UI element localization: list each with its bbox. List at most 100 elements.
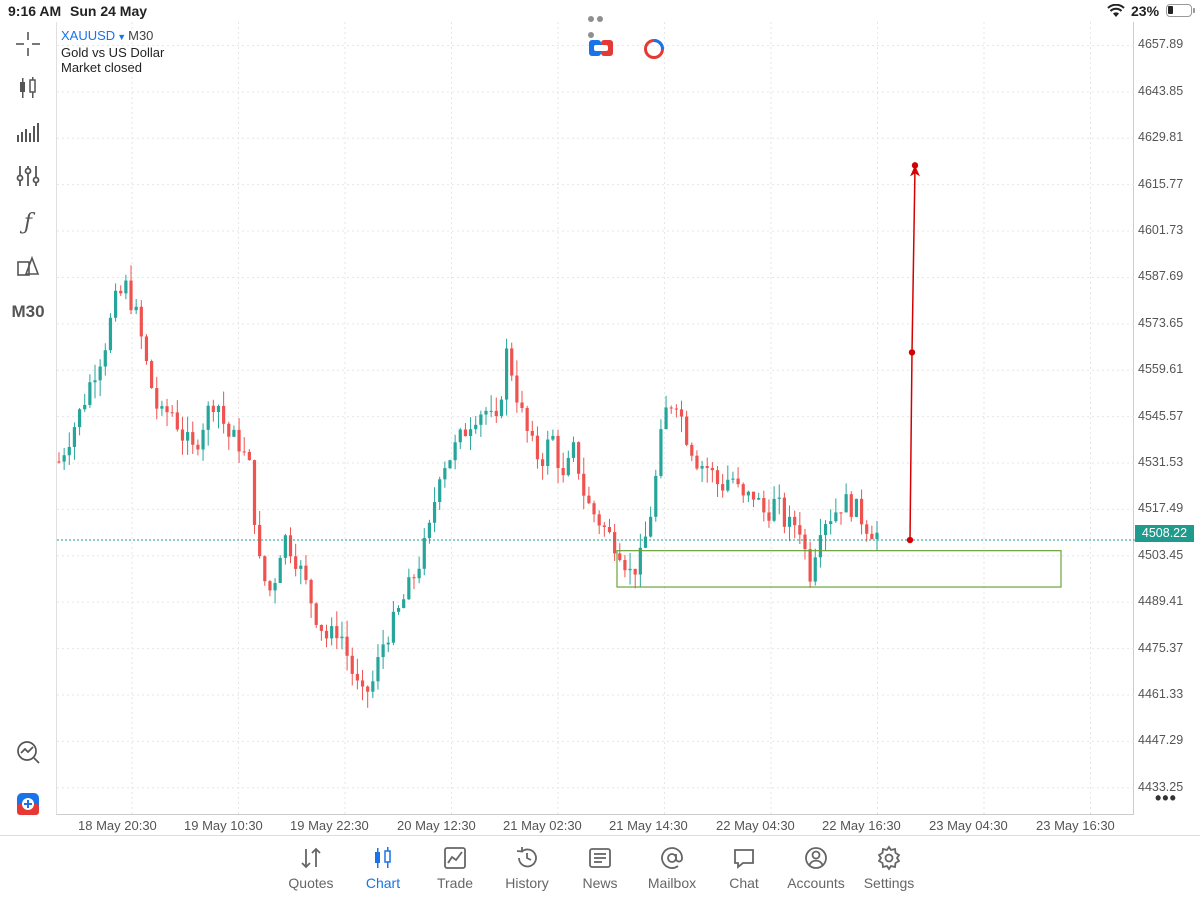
candle-body <box>150 361 154 389</box>
symbol-info[interactable]: XAUUSD ▼ M30 Gold vs US Dollar Market clos… <box>61 28 164 75</box>
tab-mailbox[interactable]: Mailbox <box>632 844 712 891</box>
candle-body <box>561 468 565 476</box>
candle-body <box>659 429 663 476</box>
crosshair-icon[interactable] <box>8 26 48 62</box>
candle-body <box>448 460 452 469</box>
candle-body <box>818 535 823 558</box>
candle-body <box>731 478 735 480</box>
candle-body <box>474 424 478 430</box>
candle-body <box>520 402 524 408</box>
chat-icon <box>704 844 784 872</box>
candle-body <box>237 429 241 452</box>
price-tick-label: 4545.57 <box>1138 408 1184 423</box>
trade-panel-icon[interactable] <box>589 38 613 60</box>
signals-icon[interactable] <box>8 734 48 770</box>
tab-chart[interactable]: Chart <box>343 844 423 891</box>
candle-body <box>252 460 257 525</box>
candle-body <box>849 494 853 517</box>
time-tick-label: 19 May 10:30 <box>184 818 263 833</box>
chart-area[interactable] <box>56 22 1135 815</box>
candle-body <box>165 406 169 413</box>
price-tick-label: 4601.73 <box>1138 223 1184 238</box>
candle-body <box>232 429 236 437</box>
function-icon[interactable]: ƒ <box>23 209 33 235</box>
candle-body <box>350 655 354 674</box>
trade-icon <box>415 844 495 872</box>
candle-body <box>494 410 498 417</box>
symbol-timeframe: M30 <box>128 28 154 43</box>
tab-chat[interactable]: Chat <box>704 844 784 891</box>
tab-news[interactable]: News <box>560 844 640 891</box>
market-clock-icon[interactable] <box>643 38 667 60</box>
candle-body <box>726 479 730 491</box>
candle-body <box>216 405 221 413</box>
candle-body <box>613 532 617 554</box>
price-axis: 4657.89 4643.85 4629.81 4615.77 4601.73 4587.… <box>1134 22 1200 815</box>
candle-body <box>427 522 432 539</box>
price-chart[interactable] <box>57 22 1135 815</box>
tab-history[interactable]: History <box>487 844 567 891</box>
candle-body <box>571 442 576 458</box>
candle-body <box>628 568 632 571</box>
indicators-icon[interactable] <box>8 114 48 150</box>
more-options-icon[interactable]: ••• <box>1155 788 1177 808</box>
candle-body <box>767 512 771 521</box>
one-click-trading-icon[interactable] <box>8 786 48 822</box>
candle-body <box>211 405 215 413</box>
candle-body <box>144 336 149 362</box>
news-icon <box>560 844 640 872</box>
sliders-icon[interactable] <box>8 158 48 194</box>
candlestick-icon[interactable] <box>8 70 48 106</box>
candle-body <box>360 680 365 687</box>
candle-body <box>304 565 308 580</box>
candle-body <box>113 290 118 318</box>
symbol-ticker[interactable]: XAUUSD <box>61 28 116 43</box>
objects-icon[interactable] <box>8 248 48 284</box>
candle-body <box>875 532 879 540</box>
mailbox-icon <box>632 844 712 872</box>
tab-settings[interactable]: Settings <box>849 844 929 891</box>
tab-label: Trade <box>436 875 474 891</box>
candle-body <box>119 290 123 294</box>
candle-body <box>242 451 246 453</box>
time-tick-label: 23 May 16:30 <box>1036 818 1115 833</box>
time-tick-label: 20 May 12:30 <box>397 818 476 833</box>
tab-quotes[interactable]: Quotes <box>271 844 351 891</box>
candle-body <box>751 491 756 500</box>
tab-trade[interactable]: Trade <box>415 844 495 891</box>
candle-body <box>247 451 251 461</box>
timeframe-button[interactable]: M30 <box>11 302 45 321</box>
price-tick-label: 4643.85 <box>1138 83 1184 98</box>
candle-body <box>798 525 802 535</box>
settings-icon <box>849 844 929 872</box>
tab-accounts[interactable]: Accounts <box>776 844 856 891</box>
arrow-anchor-point <box>911 162 919 169</box>
candle-body <box>98 366 102 381</box>
candle-body <box>710 467 714 471</box>
left-toolbar: ƒ M30 <box>0 22 55 834</box>
candle-body <box>654 475 658 517</box>
candle-body <box>134 306 138 311</box>
candle-body <box>186 432 190 441</box>
time-tick-label: 22 May 04:30 <box>716 818 795 833</box>
arrow-anchor-point <box>906 536 914 544</box>
candle-body <box>736 478 740 485</box>
candle-body <box>715 470 720 485</box>
candle-body <box>582 473 586 496</box>
candle-body <box>268 581 272 591</box>
candle-body <box>273 583 277 591</box>
time-tick-label: 21 May 02:30 <box>503 818 582 833</box>
candle-body <box>566 457 570 476</box>
tab-label: Quotes <box>288 875 334 891</box>
wifi-icon <box>1107 3 1125 21</box>
multitask-dots-icon[interactable] <box>588 9 614 38</box>
candle-body <box>371 681 375 692</box>
candle-body <box>57 461 61 463</box>
candle-body <box>690 444 694 456</box>
history-icon <box>487 844 567 872</box>
candle-body <box>463 429 468 437</box>
time-axis: 18 May 20:30 19 May 10:30 19 May 22:30 20 M… <box>56 815 1134 835</box>
candle-body <box>664 407 668 430</box>
symbol-dropdown-icon[interactable]: ▼ <box>117 32 127 42</box>
tab-label: News <box>582 875 618 891</box>
